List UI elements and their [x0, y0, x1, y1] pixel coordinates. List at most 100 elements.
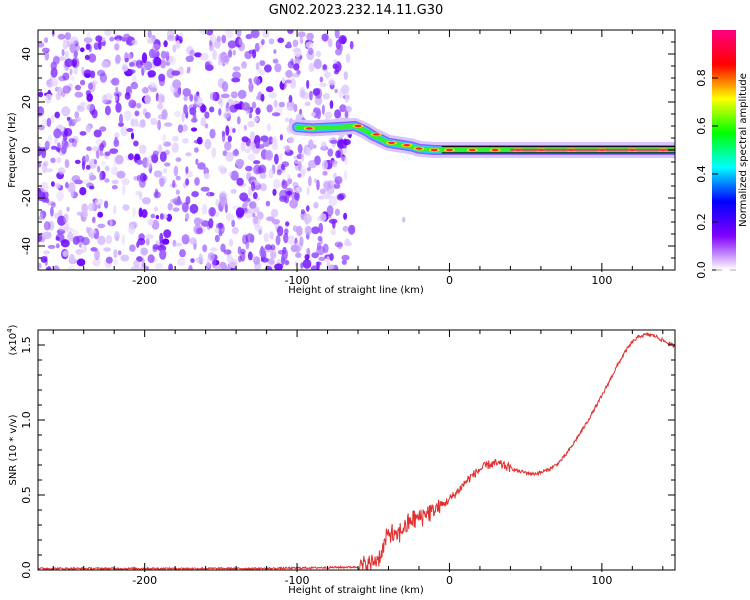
- noise-blob: [236, 177, 244, 186]
- noise-blob: [145, 234, 154, 240]
- noise-blob: [299, 108, 303, 115]
- noise-blob: [81, 155, 86, 166]
- noise-blob: [206, 257, 211, 269]
- noise-blob: [271, 218, 281, 225]
- noise-blob: [200, 186, 210, 192]
- noise-blob: [312, 144, 317, 149]
- noise-blob: [89, 174, 97, 181]
- noise-blob: [264, 244, 272, 251]
- noise-blob: [270, 244, 276, 251]
- noise-blob: [329, 139, 338, 144]
- noise-blob: [343, 71, 349, 80]
- noise-blob: [221, 131, 226, 143]
- noise-blob: [85, 164, 91, 170]
- noise-blob: [204, 111, 210, 119]
- noise-blob: [270, 208, 279, 218]
- noise-blob: [46, 117, 52, 127]
- noise-blob: [344, 92, 350, 103]
- noise-blob: [101, 94, 108, 104]
- noise-blob: [306, 79, 310, 89]
- noise-blob: [237, 89, 247, 99]
- noise-blob: [205, 64, 214, 71]
- noise-blob: [224, 141, 232, 151]
- noise-blob: [232, 128, 236, 133]
- noise-blob: [235, 158, 245, 167]
- noise-blob: [64, 32, 72, 40]
- noise-blob: [285, 69, 293, 78]
- noise-blob: [314, 95, 323, 106]
- noise-blob: [313, 201, 319, 209]
- noise-blob: [168, 263, 173, 270]
- noise-blob: [230, 91, 238, 99]
- noise-blob: [253, 164, 262, 175]
- noise-blob: [142, 61, 147, 72]
- noise-blob: [349, 40, 354, 50]
- noise-blob: [67, 231, 74, 242]
- noise-blob: [242, 234, 248, 245]
- noise-blob: [255, 107, 261, 115]
- noise-blob: [283, 233, 289, 244]
- noise-blob: [153, 170, 163, 178]
- noise-blob: [304, 225, 312, 235]
- noise-blob: [121, 178, 130, 186]
- noise-blob: [69, 42, 76, 54]
- noise-blob: [92, 257, 101, 267]
- noise-blob: [189, 93, 194, 102]
- noise-blob: [61, 106, 71, 117]
- noise-blob: [191, 191, 199, 198]
- noise-blob: [75, 235, 85, 243]
- colorbar-tick-label: 0.4: [695, 165, 708, 183]
- noise-blob: [43, 221, 51, 231]
- noise-blob: [122, 204, 130, 211]
- noise-blob: [136, 241, 140, 248]
- noise-blob: [172, 135, 179, 142]
- noise-blob: [225, 30, 234, 39]
- noise-blob: [139, 179, 146, 188]
- noise-blob: [315, 50, 321, 58]
- noise-blob: [84, 154, 90, 163]
- noise-blob: [321, 104, 325, 115]
- noise-blob: [228, 238, 234, 247]
- noise-blob: [80, 47, 85, 53]
- noise-blob: [154, 262, 164, 269]
- noise-blob: [38, 234, 43, 243]
- noise-blob: [288, 136, 295, 144]
- noise-blob: [190, 127, 198, 132]
- noise-blob: [158, 73, 166, 82]
- noise-blob: [104, 200, 109, 209]
- noise-blob: [253, 256, 261, 265]
- noise-blob: [110, 166, 119, 176]
- noise-blob: [323, 71, 332, 78]
- noise-blob: [223, 249, 232, 255]
- noise-blob: [189, 237, 197, 245]
- noise-blob: [341, 259, 347, 265]
- noise-blob: [208, 207, 216, 217]
- noise-blob: [139, 144, 147, 154]
- noise-blob: [162, 168, 168, 174]
- noise-blob: [300, 262, 304, 269]
- noise-blob: [172, 179, 176, 188]
- noise-blob: [151, 219, 160, 230]
- noise-blob: [50, 67, 58, 78]
- noise-blob: [284, 117, 290, 123]
- noise-blob: [271, 112, 281, 117]
- noise-blob: [166, 68, 175, 79]
- noise-blob: [158, 175, 167, 185]
- noise-blob: [79, 187, 87, 196]
- noise-blob: [66, 116, 70, 121]
- x-tick-label: -200: [132, 274, 157, 287]
- noise-blob: [264, 64, 272, 73]
- noise-blob: [221, 81, 229, 92]
- noise-blob: [51, 202, 56, 208]
- noise-blob: [200, 52, 209, 61]
- noise-blob: [308, 47, 314, 55]
- noise-blob: [253, 216, 259, 225]
- noise-blob: [194, 177, 200, 186]
- noise-blob: [189, 49, 195, 57]
- noise-blob: [111, 179, 119, 185]
- noise-blob: [288, 190, 291, 198]
- noise-blob: [64, 50, 69, 59]
- noise-blob: [268, 168, 274, 179]
- noise-blob: [268, 136, 274, 145]
